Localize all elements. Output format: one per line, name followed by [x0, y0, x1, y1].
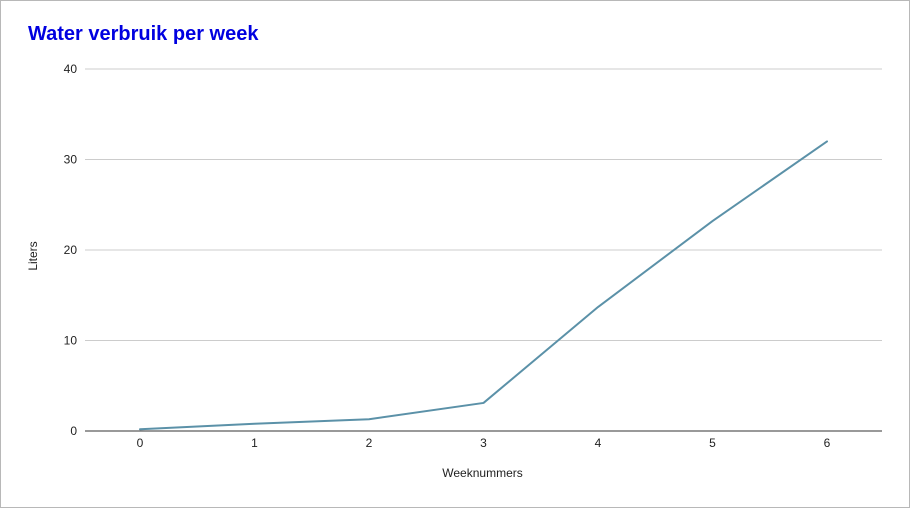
y-tick-label: 30 [64, 153, 78, 167]
x-tick-label: 3 [480, 436, 487, 450]
y-tick-label: 0 [70, 424, 77, 438]
x-tick-label: 0 [137, 436, 144, 450]
x-tick-labels: 0 1 2 3 4 5 6 [137, 436, 831, 450]
y-tick-labels: 0 10 20 30 40 [64, 62, 78, 438]
x-tick-label: 1 [251, 436, 258, 450]
series-line [139, 140, 828, 431]
chart-title: Water verbruik per week [28, 23, 259, 45]
series-lines [139, 140, 828, 431]
gridlines [85, 68, 882, 341]
x-tick-label: 6 [824, 436, 831, 450]
y-tick-label: 10 [64, 334, 78, 348]
x-tick-label: 5 [709, 436, 716, 450]
x-axis-label: Weeknummers [442, 466, 522, 480]
y-tick-label: 20 [64, 243, 78, 257]
x-tick-label: 2 [366, 436, 373, 450]
y-tick-label: 40 [64, 62, 78, 76]
y-axis-label: Liters [26, 241, 40, 270]
x-tick-label: 4 [595, 436, 602, 450]
